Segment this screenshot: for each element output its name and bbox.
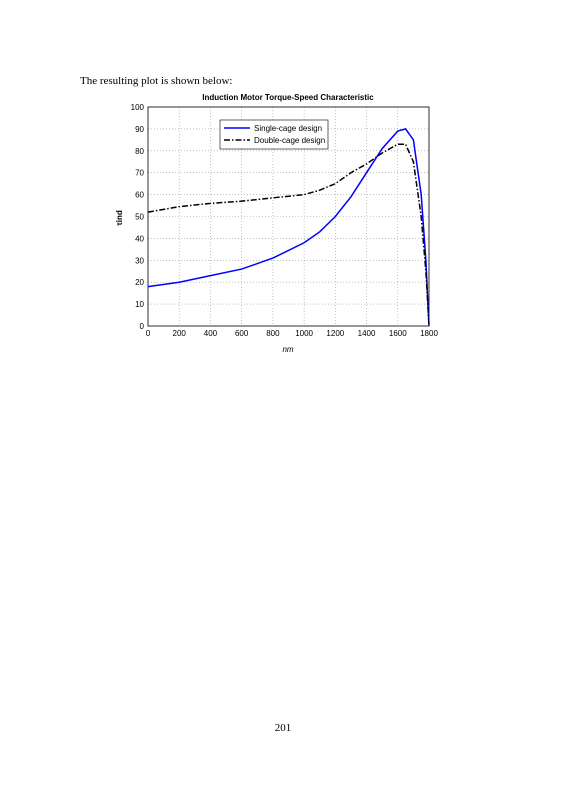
legend-box <box>219 119 329 150</box>
y-tick-label: 80 <box>135 147 144 156</box>
x-tick-label: 400 <box>204 329 218 338</box>
y-tick-label: 0 <box>140 322 145 331</box>
y-tick-label: 30 <box>135 256 144 265</box>
chart-title: Induction Motor Torque-Speed Characteris… <box>202 93 374 102</box>
y-tick-label: 40 <box>135 234 144 243</box>
x-tick-label: 0 <box>146 329 151 338</box>
y-tick-label: 10 <box>135 300 144 309</box>
y-tick-label: 70 <box>135 169 144 178</box>
plot-frame <box>147 106 430 327</box>
y-tick-label: 90 <box>135 125 144 134</box>
x-tick-label: 200 <box>173 329 187 338</box>
series-line <box>147 128 430 327</box>
legend-label: Double-cage design <box>254 136 325 145</box>
x-tick-label: 1600 <box>389 329 407 338</box>
x-tick-label: 600 <box>235 329 249 338</box>
y-tick-label: 60 <box>135 191 144 200</box>
x-tick-label: 800 <box>266 329 280 338</box>
y-tick-label: 100 <box>131 103 145 112</box>
x-tick-label: 1400 <box>358 329 376 338</box>
x-axis-label: nm <box>282 345 293 354</box>
series-line <box>147 143 430 327</box>
intro-text: The resulting plot is shown below: <box>80 75 232 87</box>
page-number: 201 <box>275 722 292 734</box>
legend-label: Single-cage design <box>254 124 322 133</box>
y-tick-label: 20 <box>135 278 144 287</box>
y-tick-label: 50 <box>135 213 144 222</box>
x-tick-label: 1200 <box>326 329 344 338</box>
y-axis-label: τind <box>115 210 124 226</box>
x-tick-label: 1000 <box>295 329 313 338</box>
x-tick-label: 1800 <box>420 329 438 338</box>
